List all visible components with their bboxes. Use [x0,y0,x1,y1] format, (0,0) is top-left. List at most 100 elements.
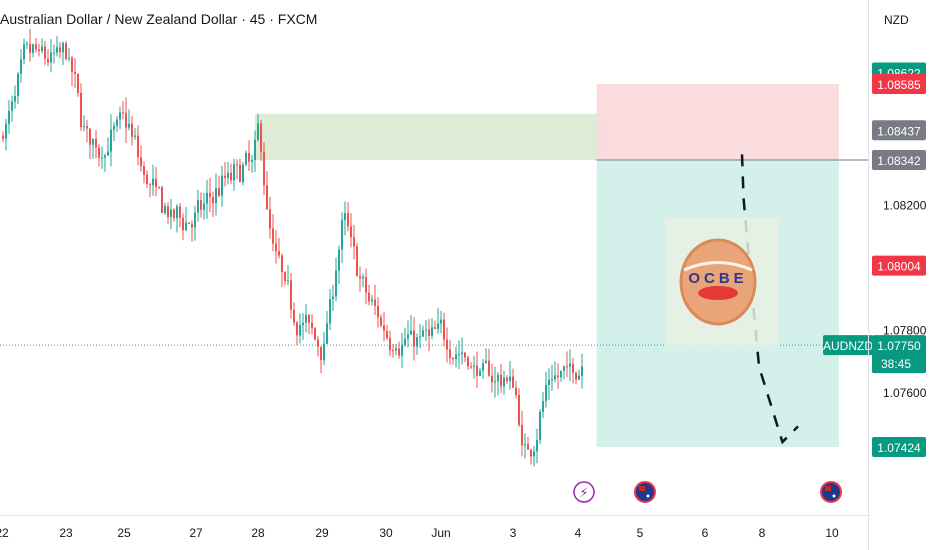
candle-body [41,46,43,51]
candle-body [122,112,124,114]
candle-body [413,330,415,347]
current-price-tag: AUDNZD 1.07750 38:45 [823,335,926,374]
x-tick-label: 10 [825,526,839,540]
candles [2,28,583,467]
candle-body [521,425,523,446]
candle-body [443,319,445,340]
candle-body [362,276,364,279]
candle-body [377,306,379,318]
x-tick-label: 22 [0,526,9,540]
candle-body [425,329,427,331]
price-tag-text: 1.08437 [877,124,921,138]
candle-body [347,213,349,227]
candle-body [518,394,520,426]
x-tick-label: 30 [379,526,393,540]
candle-body [410,330,412,335]
candle-body [68,57,70,60]
flag-union [639,486,645,491]
candle-body [365,276,367,293]
candle-body [65,43,67,60]
y-tick-label: 1.07800 [883,323,927,337]
candle-body [203,203,205,210]
candle-body [383,325,385,332]
candle-body [482,363,484,371]
x-tick-label: 23 [59,526,73,540]
candle-body [542,401,544,412]
candle-body [464,352,466,358]
candle-body [572,363,574,373]
candle-body [350,226,352,238]
candle-body [59,47,61,53]
price-tag-gray: 1.08342 [872,150,926,170]
candle-body [239,164,241,183]
candle-body [545,385,547,402]
candle-body [509,376,511,382]
candle-body [20,59,22,74]
candle-body [119,112,121,120]
candle-body [197,200,199,213]
x-tick-label: Jun [431,526,450,540]
candle-body [467,357,469,367]
current-price-box [872,335,926,374]
candle-body [200,200,202,210]
candle-body [146,174,148,185]
candle-body [461,352,463,355]
candle-body [98,147,100,158]
candle-body [263,151,265,186]
candle-body [56,47,58,53]
candle-body [86,126,88,129]
australia-flag-icon [820,481,842,503]
candle-body [503,377,505,387]
candle-body [401,344,403,356]
candle-body [371,299,373,302]
candle-body [269,209,271,229]
candle-body [164,205,166,214]
candle-body [143,166,145,175]
candle-body [149,184,151,186]
candle-body [335,270,337,297]
candle-body [392,350,394,352]
candle-body [341,220,343,250]
candle-body [113,125,115,130]
candle-body [338,249,340,271]
candle-body [437,323,439,329]
candle-body [368,292,370,302]
candle-body [233,164,235,181]
candle-body [251,159,253,162]
candle-body [452,358,454,360]
candle-body [191,223,193,228]
currency-label[interactable]: NZD [884,13,909,27]
candle-body [524,444,526,446]
price-axis-divider [868,0,869,550]
candle-body [308,315,310,323]
candle-body [326,323,328,344]
candle-body [305,315,307,323]
candle-body [539,411,541,441]
candle-body [161,187,163,214]
candle-body [221,175,223,196]
candle-body [2,135,4,139]
flash-event-marker: ⚡ [573,481,595,503]
candle-body [497,374,499,382]
symbol-text: AUDNZD [823,339,873,353]
candle-body [218,188,220,196]
candle-body [575,372,577,380]
candle-body [449,349,451,359]
candle-body [431,327,433,336]
candle-body [473,365,475,367]
candle-body [176,206,178,219]
candle-body [116,119,118,126]
candle-body [179,206,181,218]
candle-body [302,322,304,326]
candle-body [317,339,319,347]
candle-body [290,280,292,310]
candle-body [44,46,46,59]
candle-body [266,185,268,210]
candle-body [128,123,130,128]
projection-path [740,154,799,445]
candle-body [236,164,238,166]
price-tag-box [872,120,926,141]
flag-star [646,494,650,498]
